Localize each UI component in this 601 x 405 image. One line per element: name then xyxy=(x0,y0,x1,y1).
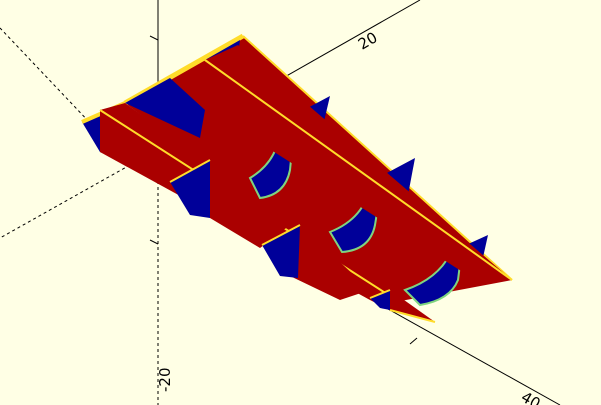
middle-wall-face xyxy=(205,45,512,283)
lower-fin-blue xyxy=(170,160,210,218)
rib-fin-blue xyxy=(125,78,205,138)
middle-wall-top-edge xyxy=(204,59,513,281)
axis-tick xyxy=(149,35,159,41)
x-axis-negative xyxy=(0,164,131,239)
axis-tick xyxy=(409,337,418,345)
lower-fin-blue xyxy=(370,290,390,310)
back-wall-top-edge xyxy=(242,35,513,281)
cross-rib-top-edge xyxy=(261,224,301,246)
cross-rib-top-edge xyxy=(369,289,391,299)
cross-rib-top-edge xyxy=(169,159,211,183)
lower-fin-blue xyxy=(262,225,300,278)
axis-tick xyxy=(149,239,159,245)
y-axis-tick-neg20: -20 xyxy=(156,368,174,393)
model[interactable] xyxy=(81,33,513,323)
cross-rib-top-edge xyxy=(389,309,436,323)
back-wall-top-edge xyxy=(123,33,245,106)
